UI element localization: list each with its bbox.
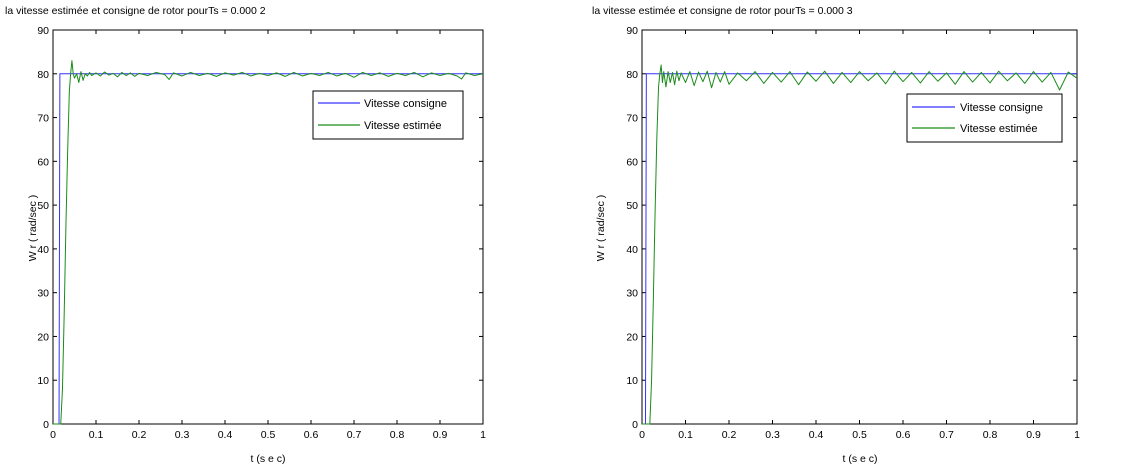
x-tick-label: 0.6 [304,429,319,441]
chart-title: la vitesse estimée et consigne de rotor … [592,5,853,17]
chart-panel-right: la vitesse estimée et consigne de rotor … [564,0,1128,468]
y-tick-label: 20 [626,331,638,343]
y-tick-label: 60 [37,156,49,168]
series-group [642,64,1078,425]
x-tick-label: 0.4 [218,429,233,441]
x-tick-label: 0.8 [390,429,405,441]
legend-box [312,90,464,140]
x-tick-label: 0.6 [896,429,911,441]
legend-label-consigne: Vitesse consigne [364,98,447,110]
tick-group: 0 0.1 0.2 0.3 0.4 0.5 0.6 0.7 0.8 0.9 101020304050… [626,25,1080,441]
x-tick-label: 0.7 [939,429,954,441]
chart-right-svg: la vitesse estimée et consigne de rotor … [592,5,1080,465]
x-tick-label: 0.9 [1026,429,1041,441]
x-tick-label: 0.4 [809,429,824,441]
y-tick-label: 20 [37,331,49,343]
x-tick-label: 0 [50,429,56,441]
legend-label-estimee: Vitesse estimée [960,123,1037,135]
chart-left-svg: la vitesse estimée et consigne de rotor … [5,5,486,465]
chart-panel-left: la vitesse estimée et consigne de rotor … [0,0,564,468]
series-group [53,60,484,425]
y-tick-label: 40 [37,244,49,256]
y-tick-label: 10 [37,375,49,387]
x-tick-label: 0.9 [433,429,448,441]
x-tick-label: 0.2 [132,429,147,441]
x-tick-label: 0.3 [175,429,190,441]
x-tick-label: 0.2 [722,429,737,441]
x-tick-label: 0.5 [261,429,276,441]
y-tick-label: 90 [626,25,638,37]
y-tick-label: 80 [37,69,49,81]
plot-frame [641,29,1078,425]
series-line-estimee [53,60,484,425]
y-axis-label: W r ( rad/sec ) [27,195,39,262]
y-tick-label: 0 [43,419,49,431]
x-tick-label: 0 [639,429,645,441]
y-tick-label: 30 [37,288,49,300]
x-tick-label: 0.3 [765,429,780,441]
x-axis-label: t (s e c) [842,453,877,465]
y-axis-label: W r ( rad/sec ) [595,195,607,262]
y-tick-label: 60 [626,156,638,168]
x-axis-label: t (s e c) [250,453,285,465]
x-tick-label: 0.8 [983,429,998,441]
y-tick-label: 50 [37,200,49,212]
series-line-estimee [642,64,1078,425]
y-tick-label: 70 [626,113,638,125]
legend-label-consigne: Vitesse consigne [960,102,1043,114]
y-tick-label: 0 [632,419,638,431]
y-tick-label: 80 [626,69,638,81]
legend: Vitesse consigne Vitesse estimée [906,93,1063,143]
x-tick-label: 0.1 [89,429,104,441]
legend: Vitesse consigne Vitesse estimée [312,90,464,140]
x-tick-label: 1 [1074,429,1080,441]
plot-frame [52,29,484,425]
x-tick-label: 0.5 [852,429,867,441]
y-tick-label: 30 [626,288,638,300]
y-tick-label: 90 [37,25,49,37]
y-tick-label: 70 [37,113,49,125]
legend-box [906,93,1063,143]
chart-title: la vitesse estimée et consigne de rotor … [5,5,266,17]
x-tick-label: 0.1 [678,429,693,441]
tick-group: 0 0.1 0.2 0.3 0.4 0.5 0.6 0.7 0.8 0.9 101020304050… [37,25,486,441]
y-tick-label: 50 [626,200,638,212]
y-tick-label: 10 [626,375,638,387]
x-tick-label: 1 [480,429,486,441]
x-tick-label: 0.7 [347,429,362,441]
y-tick-label: 40 [626,244,638,256]
legend-label-estimee: Vitesse estimée [364,120,441,132]
